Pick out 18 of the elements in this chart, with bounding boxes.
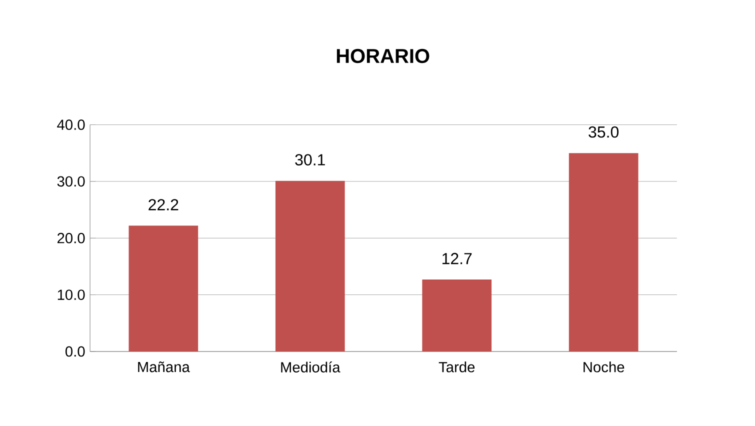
y-tick-label: 0.0 xyxy=(65,346,85,357)
data-label: 12.7 xyxy=(442,253,472,264)
data-label: 22.2 xyxy=(148,199,178,210)
data-label: 30.1 xyxy=(295,154,325,166)
x-tick-label: Noche xyxy=(584,362,624,373)
bar xyxy=(275,181,345,352)
y-tick-label: 20.0 xyxy=(58,233,85,244)
y-tick-label: 40.0 xyxy=(57,120,85,130)
data-label: 35.0 xyxy=(588,126,619,138)
bar xyxy=(128,226,198,352)
chart-title: HORARIO xyxy=(336,49,430,64)
x-tick-label: Mañana xyxy=(138,362,190,372)
x-tick-label: Tarde xyxy=(438,362,475,373)
bar xyxy=(568,153,638,352)
y-tick-label: 30.0 xyxy=(57,176,85,187)
bar xyxy=(422,280,492,352)
y-tick-label: 10.0 xyxy=(58,290,85,300)
x-tick-label: Mediodía xyxy=(281,362,340,373)
